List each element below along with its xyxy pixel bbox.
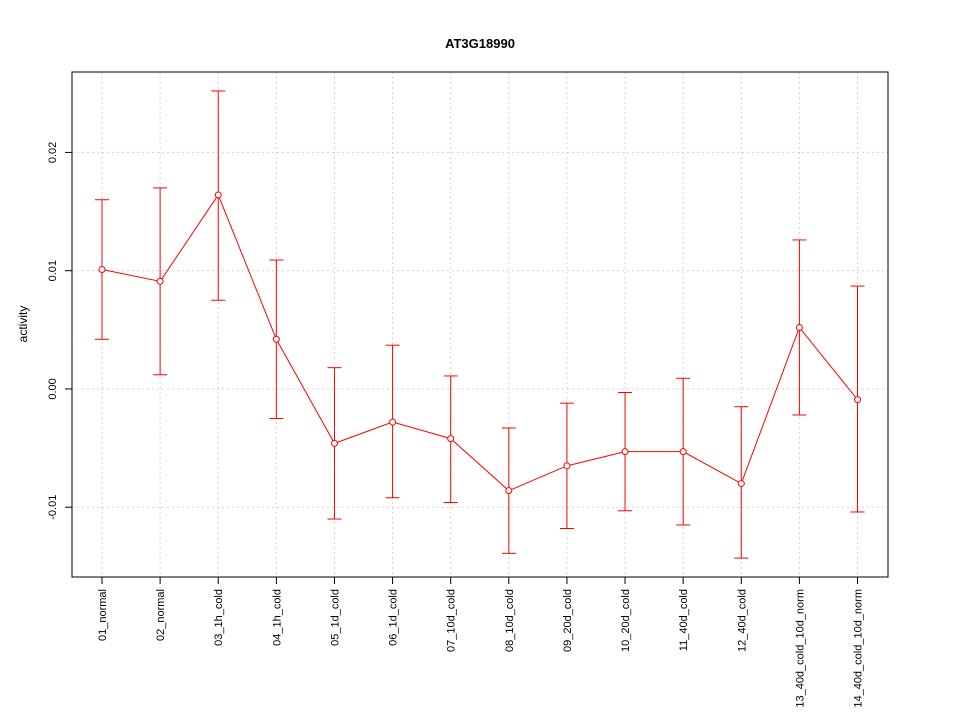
x-tick-label: 08_10d_cold — [504, 589, 516, 652]
x-tick-label: 02_normal — [155, 589, 167, 641]
y-tick-label: 0.00 — [47, 378, 59, 399]
x-tick-label: 10_20d_cold — [620, 589, 632, 652]
data-point — [330, 439, 338, 447]
x-tick-label: 14_40d_cold_10d_norm — [853, 589, 865, 708]
data-point — [679, 448, 687, 456]
data-point — [156, 277, 164, 285]
x-tick-label: 11_40d_cold — [678, 589, 690, 651]
y-tick-label: 0.01 — [47, 260, 59, 281]
data-point — [98, 266, 106, 274]
data-point — [621, 448, 629, 456]
data-point — [563, 462, 571, 470]
plot-frame — [71, 71, 889, 578]
data-point — [795, 323, 803, 331]
chart-title: AT3G18990 — [445, 36, 515, 51]
y-tick-label: -0.01 — [47, 495, 59, 520]
x-tick-label: 07_10d_cold — [446, 589, 458, 652]
y-tick-label: 0.02 — [47, 142, 59, 163]
x-tick-label: 13_40d_cold_10d_norm — [794, 589, 806, 708]
x-tick-label: 03_1h_cold — [213, 589, 225, 646]
grid-lines — [72, 72, 888, 577]
x-axis: 01_normal 02_normal 03_1h_cold 04_1h_cold 05… — [97, 577, 865, 708]
x-tick-label: 01_normal — [97, 589, 109, 641]
data-point — [505, 487, 513, 495]
data-point — [854, 396, 861, 404]
data-point — [447, 435, 455, 443]
series-line — [101, 193, 858, 492]
error-bars — [95, 90, 865, 559]
data-point — [737, 480, 745, 488]
x-tick-label: 06_1d_cold — [388, 589, 400, 646]
x-tick-label: 04_1h_cold — [271, 589, 283, 646]
data-point — [214, 191, 222, 199]
data-points — [98, 191, 861, 495]
y-axis: -0.01 0.00 0.01 0.02 — [47, 142, 72, 520]
y-axis-label: activity — [16, 306, 30, 343]
x-tick-label: 05_1d_cold — [329, 589, 341, 646]
data-point — [272, 335, 280, 343]
x-tick-label: 09_20d_cold — [562, 589, 574, 652]
x-tick-label: 12_40d_cold — [736, 589, 748, 652]
data-point — [389, 418, 397, 426]
